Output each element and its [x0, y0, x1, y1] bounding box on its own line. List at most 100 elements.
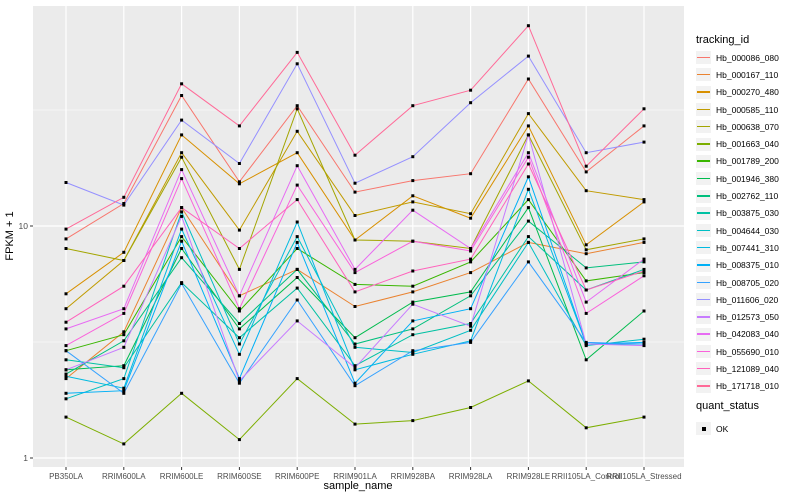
- data-point: [64, 237, 68, 241]
- data-point: [411, 155, 415, 159]
- data-point: [237, 381, 241, 385]
- data-point: [122, 284, 126, 288]
- data-point: [353, 271, 357, 275]
- data-point: [353, 238, 357, 242]
- data-point: [64, 372, 68, 376]
- data-point: [180, 227, 184, 231]
- data-point: [353, 422, 357, 426]
- data-point: [584, 311, 588, 315]
- legend-item-Hb_000270_480: Hb_000270_480: [696, 84, 779, 101]
- legend-key-swatch: [696, 189, 711, 203]
- data-point: [64, 307, 68, 311]
- data-point: [237, 336, 241, 340]
- data-point: [295, 183, 299, 187]
- data-point: [295, 198, 299, 202]
- data-point: [526, 24, 530, 28]
- data-point: [353, 181, 357, 185]
- data-point: [295, 129, 299, 133]
- data-point: [526, 206, 530, 210]
- data-point: [411, 200, 415, 204]
- data-point: [353, 368, 357, 372]
- data-point: [64, 397, 68, 401]
- x-tick-label: PB350LA: [49, 472, 83, 481]
- data-point: [64, 344, 68, 348]
- legend-item-Hb_121089_040: Hb_121089_040: [696, 360, 779, 377]
- data-point: [122, 442, 126, 446]
- data-point: [642, 309, 646, 313]
- legend-key-swatch: [696, 224, 711, 238]
- data-point: [584, 164, 588, 168]
- data-point: [122, 366, 126, 370]
- data-point: [526, 162, 530, 166]
- legend-item-Hb_012573_050: Hb_012573_050: [696, 308, 779, 325]
- legend-item-label: Hb_000638_070: [716, 121, 779, 132]
- legend-key-line: [697, 264, 710, 266]
- data-point: [526, 151, 530, 155]
- data-point: [411, 349, 415, 353]
- data-point: [469, 340, 473, 344]
- data-point: [353, 345, 357, 349]
- legend-items-tracking-id: Hb_000086_080 Hb_000167_110 Hb_000270_480 H…: [696, 49, 779, 395]
- data-point: [295, 247, 299, 250]
- data-point: [411, 290, 415, 294]
- data-point: [64, 227, 68, 231]
- data-point: [584, 189, 588, 193]
- data-point: [353, 342, 357, 346]
- data-point: [526, 235, 530, 239]
- legend-key-swatch: [696, 362, 711, 376]
- data-point: [353, 305, 357, 308]
- x-tick-label: RRIM600SE: [217, 472, 261, 481]
- data-point: [526, 219, 530, 223]
- data-point: [237, 307, 241, 311]
- data-point: [642, 267, 646, 271]
- legend-key-swatch: [696, 51, 711, 65]
- x-tick-label: RRIM901LA: [333, 472, 377, 481]
- legend-item-label: Hb_000167_110: [716, 69, 779, 80]
- data-point: [469, 307, 473, 311]
- data-point: [353, 381, 357, 385]
- data-point: [642, 415, 646, 419]
- legend-item-label: Hb_002762_110: [716, 191, 779, 202]
- legend-item-label: Hb_001789_200: [716, 156, 779, 167]
- data-point: [526, 124, 530, 128]
- data-point: [353, 153, 357, 157]
- data-point: [642, 337, 646, 341]
- data-point: [642, 257, 646, 261]
- legend-key-swatch: [696, 422, 711, 436]
- legend-item-label: Hb_042083_040: [716, 329, 779, 340]
- legend-item-Hb_001946_380: Hb_001946_380: [696, 170, 779, 187]
- data-point: [180, 282, 184, 285]
- y-tick-label: 1: [23, 453, 28, 463]
- data-point: [122, 333, 126, 337]
- data-point: [295, 151, 299, 155]
- legend-key-swatch: [696, 137, 711, 151]
- legend-item-label: Hb_004644_030: [716, 225, 779, 236]
- data-point: [642, 240, 646, 244]
- x-tick-label: RRIM928BA: [391, 472, 436, 481]
- data-point: [584, 340, 588, 344]
- data-point: [642, 124, 646, 128]
- legend-item-label: Hb_001946_380: [716, 173, 779, 184]
- data-point: [411, 300, 415, 304]
- data-point: [411, 239, 415, 243]
- x-tick-label: RRIM928LA: [449, 472, 493, 481]
- data-point: [469, 324, 473, 328]
- legend-key-line: [697, 56, 710, 59]
- data-point: [526, 77, 530, 81]
- data-point: [469, 172, 473, 176]
- data-point: [469, 339, 473, 343]
- data-point: [237, 180, 241, 184]
- data-point: [64, 374, 68, 378]
- data-point: [353, 384, 357, 388]
- data-point: [642, 140, 646, 144]
- data-point: [411, 351, 415, 354]
- data-point: [526, 54, 530, 58]
- data-point: [122, 311, 126, 315]
- legend-title-quant-status: quant_status: [696, 400, 759, 412]
- data-point: [411, 194, 415, 198]
- data-point: [411, 352, 415, 356]
- x-axis-title: sample_name: [323, 480, 392, 492]
- data-point: [526, 112, 530, 116]
- legend-key-line: [697, 177, 710, 180]
- x-tick-label: RRIM600PE: [275, 472, 319, 481]
